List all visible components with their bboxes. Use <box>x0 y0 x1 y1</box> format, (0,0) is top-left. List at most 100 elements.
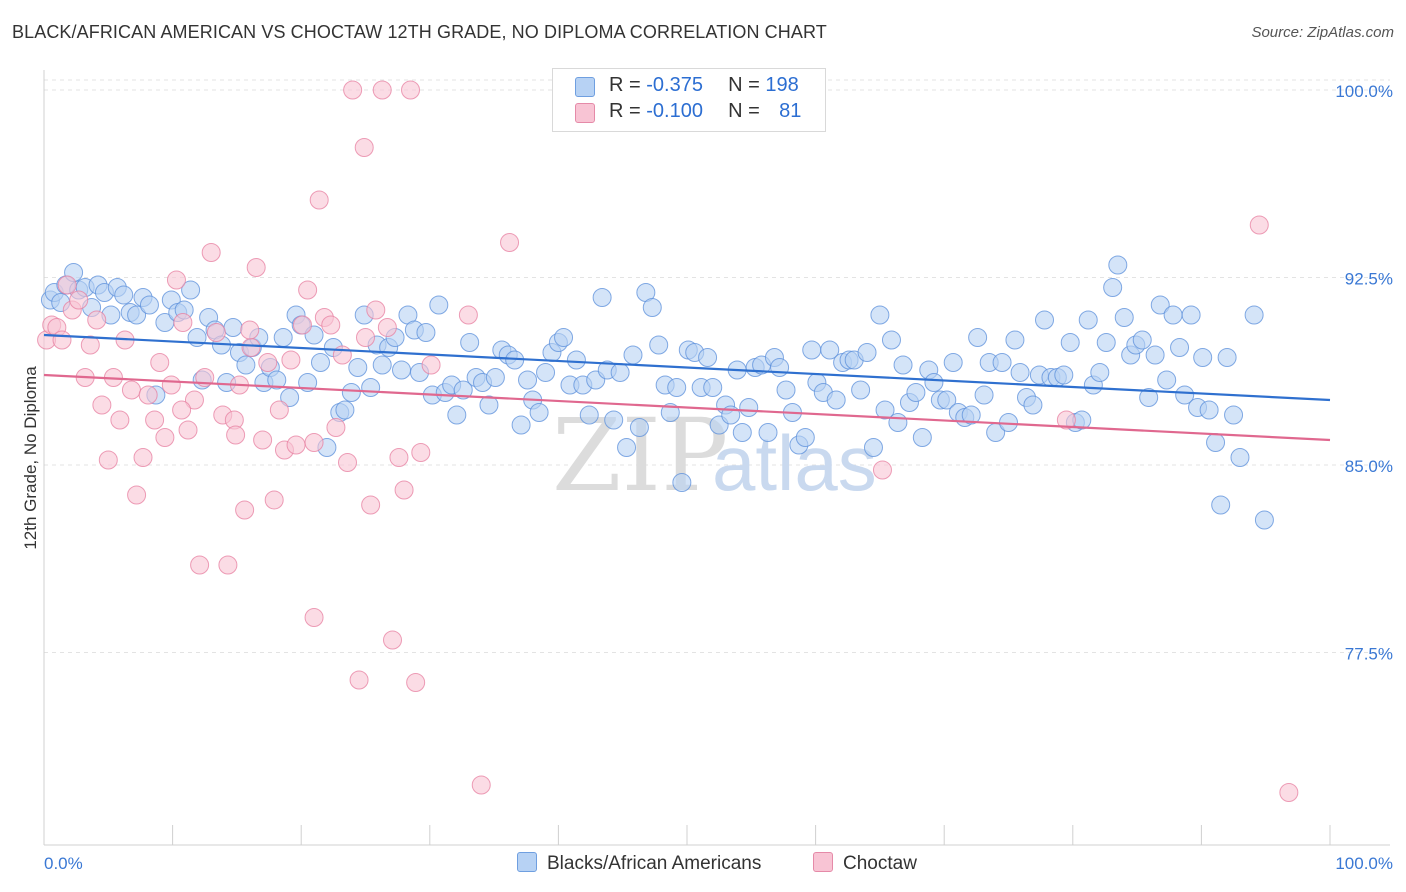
source-credit: Source: ZipAtlas.com <box>1251 24 1394 41</box>
data-point <box>372 355 392 375</box>
y-axis-label: 12th Grade, No Diploma <box>21 366 40 550</box>
data-point <box>875 400 895 420</box>
axis-labels: 77.5% 85.0% 92.5% 100.0% 0.0% 100.0% 12th Grad… <box>21 82 1393 873</box>
y-tick-label: 85.0% <box>1345 457 1393 476</box>
data-point <box>660 403 680 422</box>
data-point <box>453 380 473 400</box>
data-point <box>236 355 256 375</box>
data-point <box>776 380 796 400</box>
data-point <box>253 430 273 450</box>
data-point <box>337 453 357 472</box>
x-tick-label: 100.0% <box>1335 854 1393 873</box>
data-point <box>1206 433 1226 452</box>
data-point <box>1103 278 1123 297</box>
data-point <box>304 433 324 452</box>
legend-swatch-blue <box>517 852 537 872</box>
data-point <box>732 423 752 442</box>
y-tick-label: 100.0% <box>1335 82 1393 101</box>
data-point <box>1211 495 1231 515</box>
data-point <box>1108 255 1128 275</box>
data-point <box>354 138 374 157</box>
data-point <box>1139 388 1159 407</box>
data-point <box>273 328 293 347</box>
data-point <box>1157 370 1177 390</box>
data-point <box>304 608 324 627</box>
data-point <box>703 378 723 397</box>
data-point <box>240 320 260 340</box>
data-point <box>361 495 381 515</box>
data-point <box>1170 338 1190 357</box>
data-point <box>178 420 198 440</box>
data-point <box>161 375 181 395</box>
data-point <box>968 328 988 347</box>
data-point <box>166 270 186 290</box>
data-point <box>579 405 599 425</box>
data-point <box>1078 310 1098 330</box>
data-point <box>802 340 822 360</box>
data-point <box>98 450 118 470</box>
data-point <box>992 353 1012 372</box>
data-point <box>485 368 505 387</box>
data-point <box>770 358 790 377</box>
data-point <box>518 370 538 390</box>
data-point <box>629 418 649 437</box>
data-point <box>145 410 165 430</box>
data-point <box>335 400 355 420</box>
data-point <box>392 360 412 380</box>
data-point <box>218 555 238 575</box>
data-point <box>343 80 363 100</box>
data-point <box>1199 400 1219 420</box>
data-point <box>943 353 963 372</box>
data-point <box>1249 215 1269 235</box>
data-point <box>460 333 480 352</box>
data-point <box>447 405 467 425</box>
legend-item-choctaw: Choctaw <box>813 852 917 875</box>
data-point <box>190 555 210 575</box>
data-point <box>139 295 159 315</box>
data-point <box>341 383 361 402</box>
data-point <box>264 490 284 510</box>
data-point <box>389 448 409 467</box>
data-point <box>912 428 932 447</box>
n-label: N = <box>728 100 760 122</box>
data-point <box>698 348 718 367</box>
data-point <box>667 378 687 397</box>
n-value: 198 <box>765 74 799 96</box>
data-point <box>52 330 72 350</box>
data-point <box>356 328 375 347</box>
y-tick-label: 92.5% <box>1345 270 1393 289</box>
data-point <box>758 423 778 442</box>
r-label: R = <box>609 74 641 96</box>
y-tick-label: 77.5% <box>1345 645 1393 664</box>
data-point <box>471 775 491 795</box>
data-point <box>309 190 329 210</box>
data-point <box>127 485 147 505</box>
data-point <box>511 415 531 435</box>
data-point <box>1254 510 1274 530</box>
data-point <box>110 410 130 430</box>
data-point <box>974 385 994 405</box>
axes <box>43 70 1390 846</box>
legend-label: Blacks/African Americans <box>547 853 762 874</box>
data-point <box>870 305 890 325</box>
data-point <box>286 435 306 455</box>
data-point <box>1217 348 1237 367</box>
data-point <box>184 390 204 410</box>
data-point <box>1054 365 1074 385</box>
data-point <box>1056 410 1076 430</box>
n-label: N = <box>728 74 760 96</box>
data-point <box>349 670 369 690</box>
data-point <box>1090 363 1110 382</box>
data-point <box>1224 405 1244 425</box>
data-point <box>820 340 840 360</box>
data-point <box>1244 305 1264 325</box>
data-point <box>235 500 255 520</box>
data-point <box>281 350 301 370</box>
data-point <box>888 413 908 432</box>
data-point <box>133 448 153 467</box>
data-point <box>206 323 226 342</box>
r-value: -0.100 <box>646 100 703 122</box>
data-point <box>69 290 89 310</box>
data-point <box>80 335 100 355</box>
